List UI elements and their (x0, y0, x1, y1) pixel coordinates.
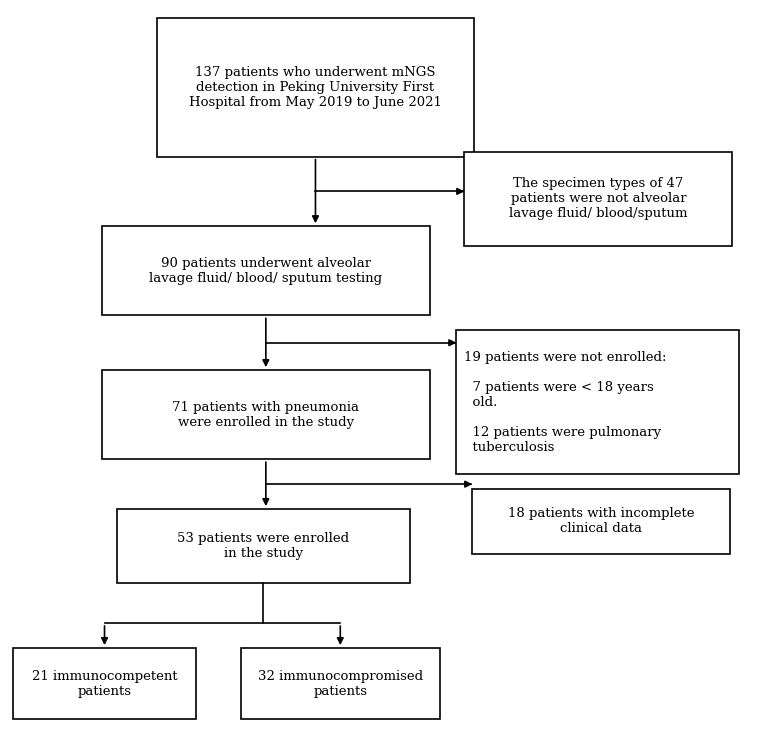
Text: 32 immunocompromised
patients: 32 immunocompromised patients (257, 669, 423, 698)
Bar (13, 648, 196, 719)
Bar (456, 330, 740, 474)
Bar (464, 152, 732, 246)
Text: The specimen types of 47
patients were not alveolar
lavage fluid/ blood/sputum: The specimen types of 47 patients were n… (509, 177, 687, 220)
Bar (241, 648, 440, 719)
Text: 19 patients were not enrolled:

  7 patients were < 18 years
  old.

  12 patien: 19 patients were not enrolled: 7 patient… (464, 351, 667, 453)
Text: 53 patients were enrolled
in the study: 53 patients were enrolled in the study (177, 532, 350, 560)
Bar (472, 489, 731, 554)
Text: 90 patients underwent alveolar
lavage fluid/ blood/ sputum testing: 90 patients underwent alveolar lavage fl… (149, 257, 382, 285)
Bar (117, 509, 410, 583)
Bar (102, 226, 430, 315)
Text: 21 immunocompetent
patients: 21 immunocompetent patients (32, 669, 177, 698)
Text: 18 patients with incomplete
clinical data: 18 patients with incomplete clinical dat… (508, 507, 695, 536)
Text: 137 patients who underwent mNGS
detection in Peking University First
Hospital fr: 137 patients who underwent mNGS detectio… (189, 66, 442, 108)
Bar (102, 370, 430, 459)
Bar (157, 18, 475, 157)
Text: 71 patients with pneumonia
were enrolled in the study: 71 patients with pneumonia were enrolled… (173, 400, 360, 429)
